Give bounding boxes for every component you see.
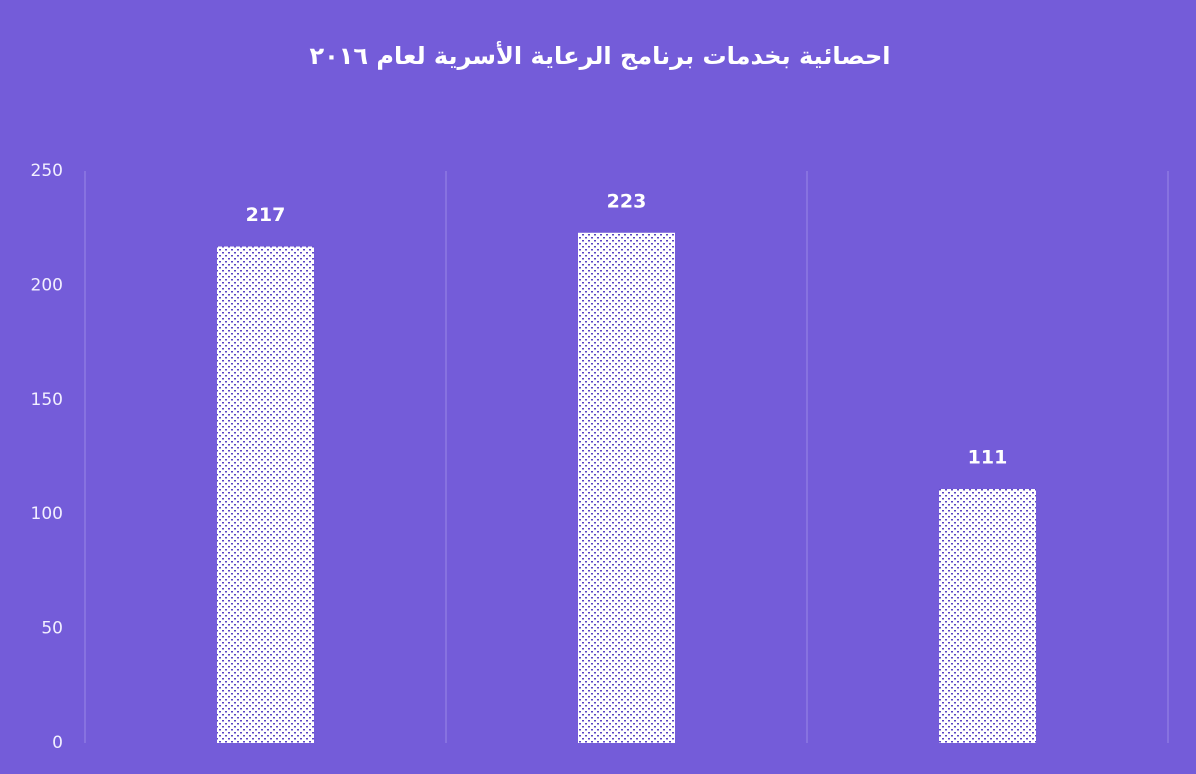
y-tick-label: 200 — [31, 275, 63, 295]
y-tick-label: 100 — [31, 504, 63, 524]
chart-title: احصائية بخدمات برنامج الرعاية الأسرية لع… — [309, 41, 890, 70]
data-label: 223 — [607, 190, 647, 212]
bar — [578, 232, 675, 743]
bar — [939, 489, 1036, 743]
y-tick-label: 50 — [41, 619, 63, 639]
y-tick-label: 150 — [31, 390, 63, 410]
y-tick-label: 250 — [31, 161, 63, 181]
data-label: 111 — [968, 447, 1008, 469]
y-tick-label: 0 — [52, 733, 63, 753]
data-label: 217 — [246, 204, 286, 226]
bar — [217, 246, 314, 743]
